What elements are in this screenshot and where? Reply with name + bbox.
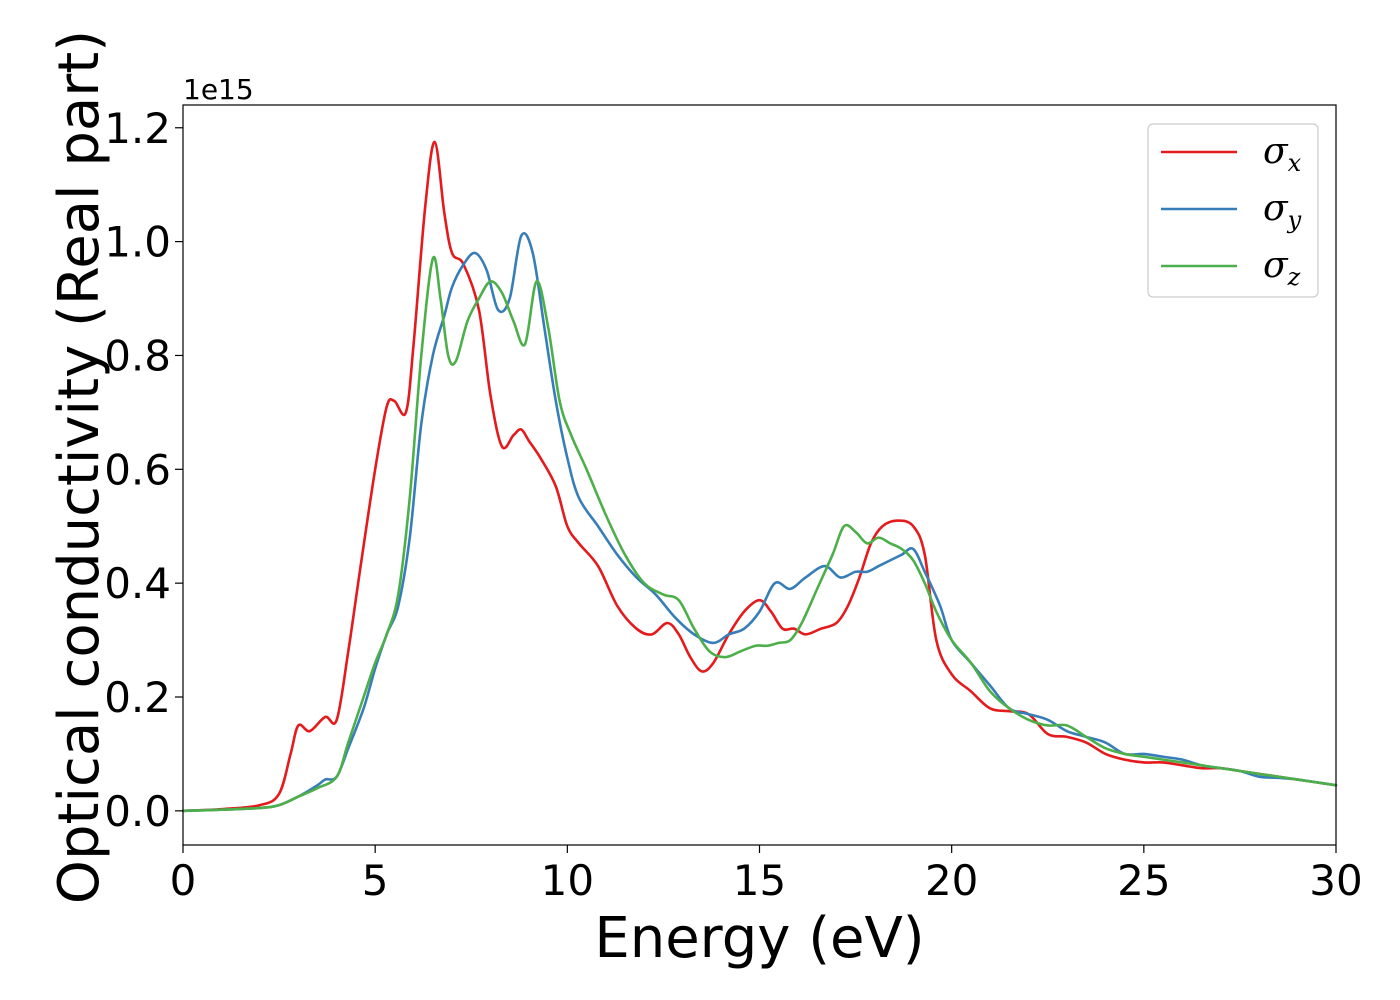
x-tick-label: 15: [733, 856, 786, 905]
x-tick-label: 30: [1309, 856, 1362, 905]
series-line-y: [181, 231, 1338, 813]
x-tick-label: 10: [541, 856, 594, 905]
plot-area: [181, 140, 1338, 813]
legend-subscript: x: [1288, 149, 1302, 177]
legend-label-y: σy: [1263, 188, 1302, 234]
legend-symbol: σ: [1263, 245, 1289, 286]
series-line-x: [181, 140, 1338, 813]
x-tick-label: 5: [362, 856, 389, 905]
legend-subscript: y: [1287, 206, 1302, 234]
y-tick-label: 0.2: [104, 673, 171, 722]
y-tick-label: 1.2: [104, 104, 171, 153]
series-line-z: [181, 255, 1338, 813]
x-tick-label: 20: [925, 856, 978, 905]
y-tick-label: 0.4: [104, 559, 171, 608]
legend-box: [1147, 123, 1319, 298]
x-tick-label: 0: [170, 856, 197, 905]
y-axis-label: Optical conductivity (Real part): [47, 30, 112, 904]
legend-subscript: z: [1287, 263, 1301, 291]
legend-label-z: σz: [1263, 245, 1301, 291]
x-axis: 0 5 10 15 20 25 30: [170, 845, 1363, 905]
y-offset-label: 1e15: [183, 73, 254, 106]
legend-symbol: σ: [1263, 188, 1289, 229]
x-axis-label: Energy (eV): [594, 906, 924, 971]
y-tick-label: 1.0: [104, 218, 171, 267]
y-axis: 0.0 0.2 0.4 0.6 0.8 1.0 1.2: [104, 104, 183, 836]
y-tick-label: 0.6: [104, 445, 171, 494]
x-tick-label: 25: [1117, 856, 1170, 905]
y-tick-label: 0.0: [104, 787, 171, 836]
legend-symbol: σ: [1263, 131, 1289, 172]
legend-label-x: σx: [1263, 131, 1302, 177]
y-tick-label: 0.8: [104, 331, 171, 380]
